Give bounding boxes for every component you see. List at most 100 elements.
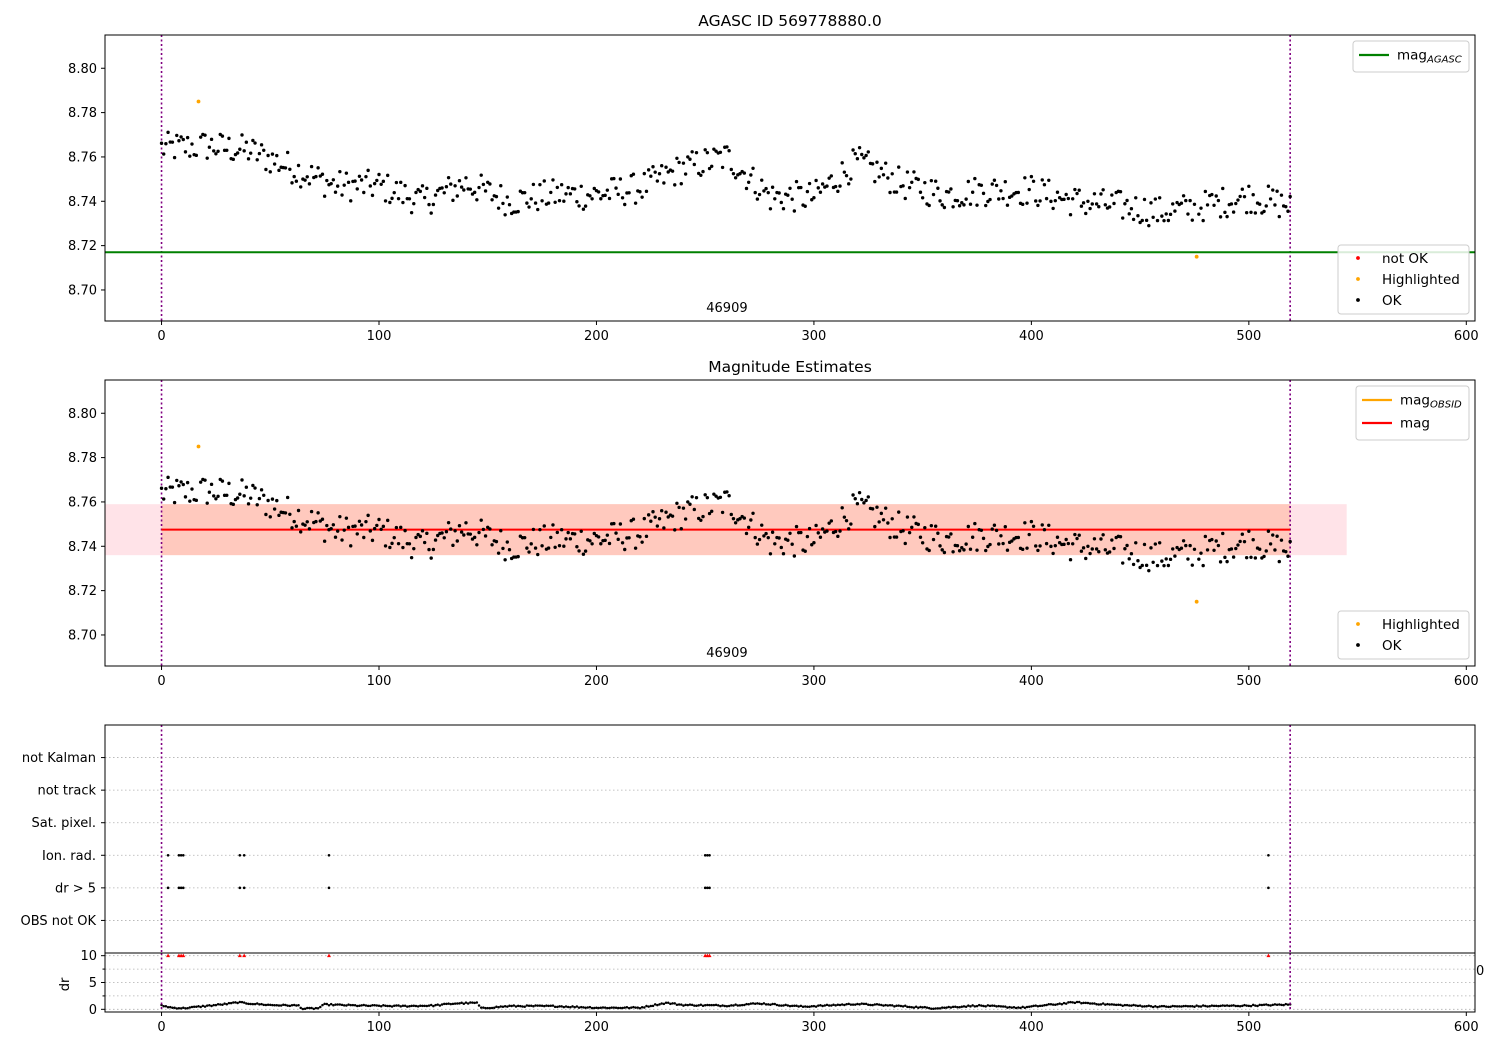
data-point-ok	[309, 509, 314, 514]
data-point-ok	[529, 542, 533, 546]
data-point-ok	[1144, 563, 1149, 568]
data-point-ok	[710, 164, 714, 169]
dr-point	[595, 1006, 598, 1009]
dr-point	[1184, 1004, 1188, 1008]
data-point-ok	[816, 186, 820, 190]
data-point-ok	[675, 501, 679, 505]
dr-point	[932, 1007, 935, 1011]
data-point-ok	[573, 532, 577, 536]
dr-point	[210, 1004, 213, 1008]
data-point-ok	[1214, 194, 1218, 198]
legend-point-swatch	[1356, 256, 1360, 260]
data-point-ok	[742, 171, 747, 175]
data-point-ok	[1142, 542, 1147, 547]
data-point-ok	[1171, 202, 1175, 206]
data-point-ok	[257, 496, 262, 501]
data-point-ok	[879, 511, 884, 516]
data-point-ok	[1223, 210, 1227, 215]
data-point-ok	[536, 552, 540, 557]
data-point-ok	[1049, 544, 1053, 549]
data-point-ok	[164, 487, 168, 491]
data-point-ok	[496, 551, 501, 555]
data-point-ok	[894, 190, 899, 194]
data-point-ok	[499, 184, 503, 188]
dr-point	[175, 1007, 179, 1010]
dr-point	[603, 1006, 607, 1009]
dr-point	[917, 1006, 920, 1009]
data-point-ok	[275, 153, 279, 158]
data-point-ok	[1262, 554, 1266, 559]
data-point-ok	[683, 517, 688, 521]
data-point-ok	[705, 150, 710, 155]
data-point-ok	[864, 153, 868, 158]
data-point-ok	[479, 173, 483, 177]
dr-point	[1180, 1005, 1183, 1008]
dr-point	[255, 1002, 259, 1005]
dr-point	[238, 1000, 242, 1004]
data-point-ok	[623, 547, 627, 552]
data-point-ok	[986, 199, 990, 204]
dr-point	[1008, 1005, 1011, 1009]
data-point-ok	[270, 497, 275, 501]
dr-high-marker	[166, 953, 171, 958]
data-point-ok	[536, 207, 540, 212]
x-tick-label: 100	[367, 674, 392, 689]
data-point-ok	[179, 480, 183, 484]
dr-point	[949, 1006, 953, 1009]
dr-point	[219, 1003, 222, 1006]
data-point-ok	[494, 194, 499, 199]
dr-point	[608, 1006, 611, 1010]
data-point-ok	[335, 184, 340, 188]
data-point-ok	[583, 204, 588, 208]
dr-point	[447, 1002, 450, 1005]
data-point-ok	[929, 178, 934, 183]
data-point-ok	[1249, 210, 1253, 214]
data-point-ok	[883, 506, 888, 510]
data-point-ok	[1288, 194, 1292, 199]
dr-point	[690, 1003, 694, 1007]
data-point-ok	[960, 546, 964, 550]
data-point-ok	[533, 546, 538, 550]
dr-point	[625, 1005, 629, 1009]
data-point-ok	[931, 537, 936, 542]
data-point-ok	[175, 133, 179, 138]
dr-point	[967, 1004, 970, 1007]
dr-point	[727, 1004, 731, 1008]
data-point-ok	[468, 532, 473, 536]
data-point-ok	[781, 207, 786, 211]
dr-point	[1038, 1004, 1042, 1008]
data-point-ok	[799, 185, 803, 190]
dr-point	[506, 1005, 509, 1008]
data-point-ok	[631, 517, 636, 521]
dr-point	[1117, 1003, 1120, 1006]
data-point-ok	[770, 185, 775, 189]
data-point-ok	[1203, 534, 1208, 539]
dr-point	[445, 1002, 448, 1006]
data-point-ok	[422, 195, 427, 200]
data-point-ok	[738, 172, 742, 176]
dr-point	[597, 1006, 600, 1010]
data-point-ok	[1062, 542, 1066, 547]
data-point-ok	[849, 522, 853, 526]
data-point-ok	[272, 162, 277, 166]
flag-point	[166, 886, 170, 890]
data-point-ok	[1027, 187, 1031, 192]
dr-point	[482, 1006, 485, 1009]
dr-point	[901, 1005, 905, 1008]
x-tick-label: 300	[802, 1020, 827, 1035]
dr-point	[473, 1001, 476, 1005]
data-point-ok	[1088, 206, 1092, 211]
data-point-ok	[616, 537, 620, 542]
dr-point	[930, 1007, 933, 1010]
dr-point	[710, 1003, 713, 1007]
dr-point	[812, 1004, 816, 1008]
dr-high-marker	[181, 953, 186, 958]
data-point-ok	[225, 493, 229, 497]
dr-point	[1154, 1005, 1157, 1008]
data-point-ok	[731, 171, 736, 176]
dr-point	[399, 1005, 402, 1008]
dr-point	[1147, 1004, 1151, 1007]
dr-point	[856, 1002, 859, 1006]
dr-point	[1254, 1004, 1257, 1007]
data-point-ok	[916, 177, 921, 182]
